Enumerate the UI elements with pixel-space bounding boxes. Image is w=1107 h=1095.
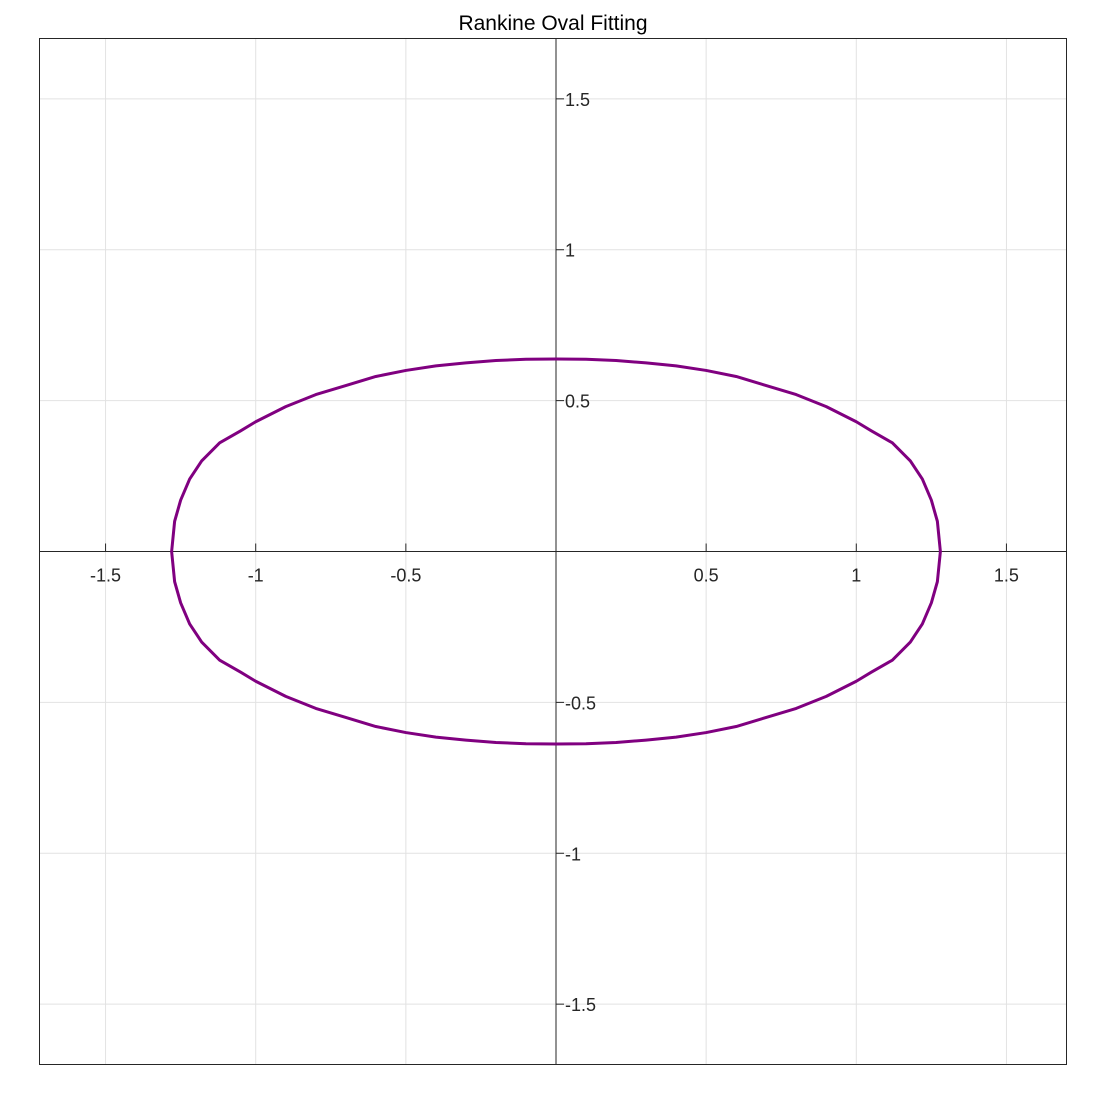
y-tick-label-4: -1 <box>565 844 581 864</box>
x-tick-label-4: 1 <box>851 566 861 586</box>
y-tick-label-1: 1 <box>565 241 575 261</box>
x-tick-label-2: -0.5 <box>390 566 421 586</box>
x-tick-label-5: 1.5 <box>994 566 1019 586</box>
x-tick-label-1: -1 <box>248 566 264 586</box>
y-tick-label-2: 0.5 <box>565 392 590 412</box>
ticks-layer: -1.5 -1 -0.5 0.5 1 1.5 1.5 1 0.5 -0.5 -1 -1.5 <box>90 90 1019 1015</box>
x-tick-label-0: -1.5 <box>90 566 121 586</box>
y-tick-label-0: 1.5 <box>565 90 590 110</box>
series-layer <box>170 357 942 746</box>
y-tick-label-3: -0.5 <box>565 693 596 713</box>
chart-title: Rankine Oval Fitting <box>458 12 647 35</box>
series-line-0 <box>170 357 942 746</box>
y-tick-label-5: -1.5 <box>565 995 596 1015</box>
axes-layer <box>39 38 1067 1065</box>
x-tick-label-3: 0.5 <box>694 566 719 586</box>
